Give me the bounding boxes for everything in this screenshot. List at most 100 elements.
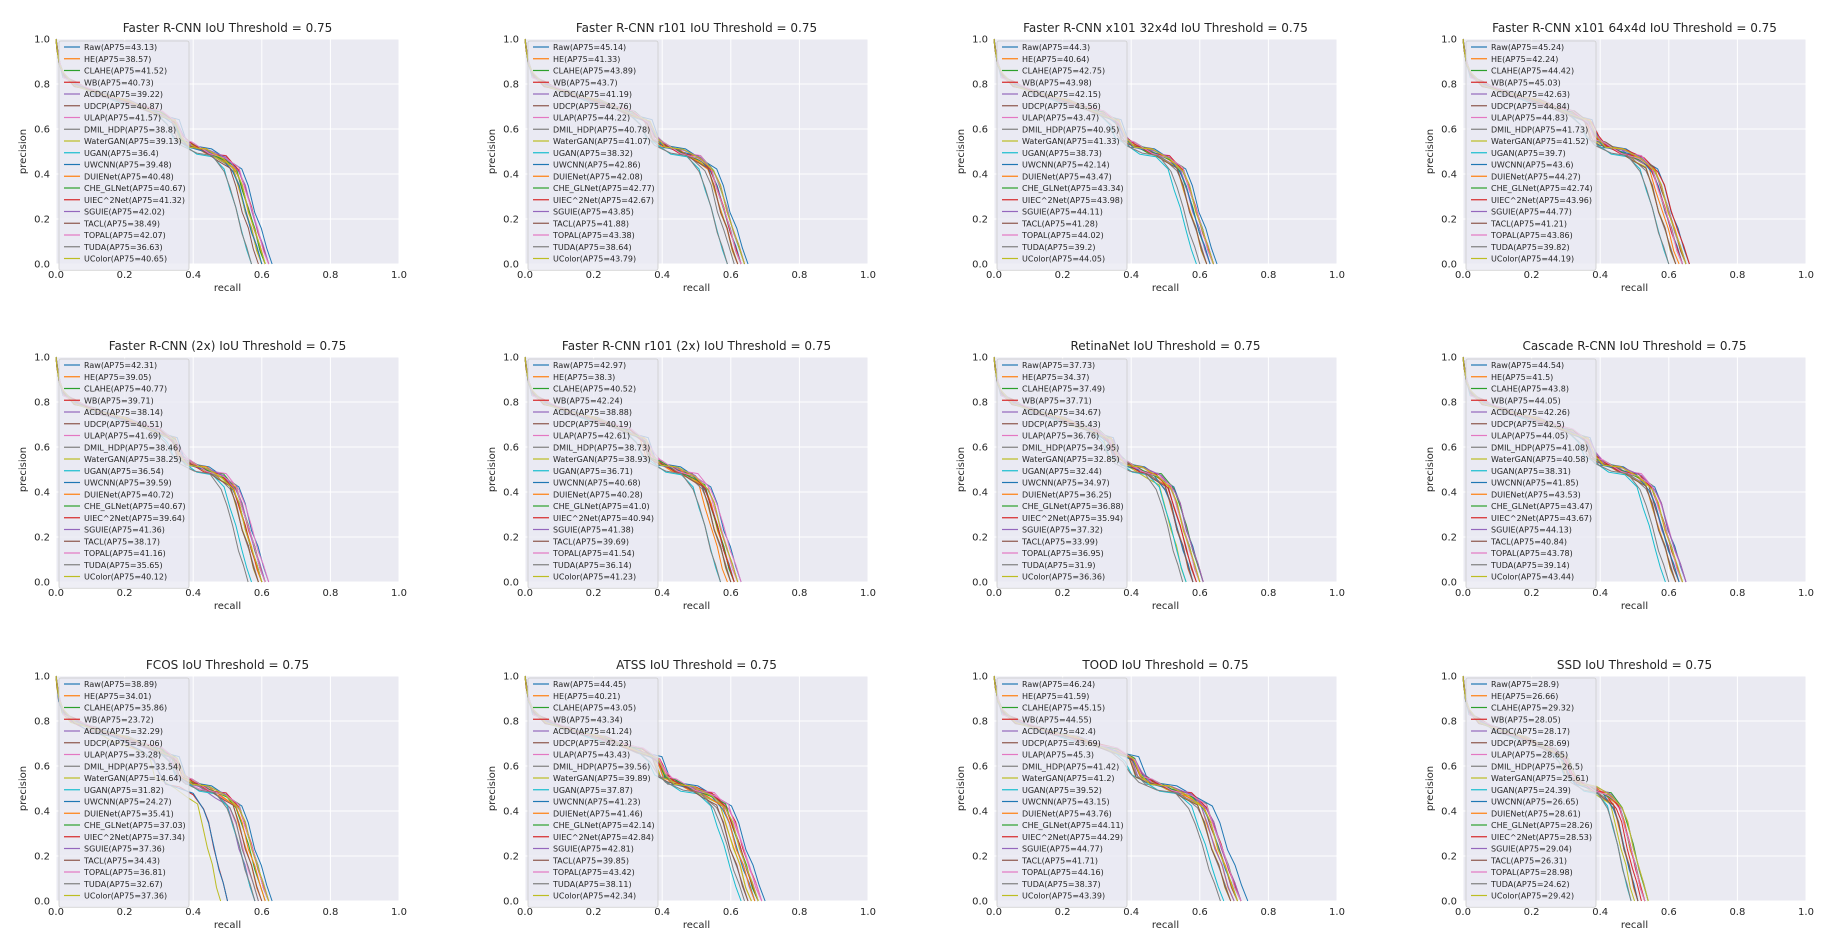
legend-entry: TOPAL(AP75=28.98) [1490, 868, 1573, 877]
y-tick-label: 0.0 [1441, 897, 1457, 908]
legend-entry: UWCNN(AP75=41.23) [553, 798, 641, 807]
y-tick-label: 0.4 [34, 170, 50, 181]
y-tick-label: 0.4 [972, 170, 988, 181]
y-tick-label: 0.4 [34, 488, 50, 499]
legend-entry: WaterGAN(AP75=32.85) [1022, 455, 1120, 464]
legend-entry: UDCP(AP75=42.76) [553, 102, 632, 111]
legend-entry: TOPAL(AP75=36.95) [1021, 549, 1104, 558]
y-tick-label: 0.6 [34, 125, 50, 136]
legend: Raw(AP75=46.24) HE(AP75=41.59) CLAHE(AP75=… [996, 677, 1128, 908]
legend-entry: CHE_GLNet(AP75=40.67) [84, 184, 186, 193]
legend-entry: UWCNN(AP75=41.85) [1491, 479, 1579, 488]
legend-entry: TACL(AP75=26.31) [1490, 856, 1567, 865]
chart-title: ATSS IoU Threshold = 0.75 [616, 658, 777, 672]
legend: Raw(AP75=43.13) HE(AP75=38.57) CLAHE(AP75=… [58, 40, 190, 271]
chart-title: Faster R-CNN x101 64x4d IoU Threshold = … [1492, 21, 1777, 35]
y-axis-label: precision [956, 447, 967, 492]
x-tick-label: 0.0 [48, 907, 64, 918]
legend-entry: UColor(AP75=43.44) [1491, 573, 1574, 582]
x-tick-label: 0.8 [791, 270, 807, 281]
legend-entry: UDCP(AP75=35.43) [1022, 420, 1101, 429]
y-tick-label: 0.6 [503, 762, 519, 773]
legend-entry: ULAP(AP75=33.28) [84, 751, 161, 760]
chart-title: Faster R-CNN (2x) IoU Threshold = 0.75 [109, 339, 347, 353]
legend-entry: CHE_GLNet(AP75=43.47) [1491, 502, 1593, 511]
y-tick-label: 0.6 [1441, 762, 1457, 773]
legend-entry: TUDA(AP75=31.9) [1021, 561, 1095, 570]
y-tick-label: 0.0 [972, 578, 988, 589]
legend-entry: ACDC(AP75=34.67) [1022, 408, 1101, 417]
y-tick-label: 0.6 [34, 443, 50, 454]
legend-entry: TUDA(AP75=38.11) [552, 880, 632, 889]
y-tick-label: 1.0 [34, 353, 50, 364]
x-tick-label: 0.2 [586, 907, 602, 918]
x-tick-label: 0.0 [986, 588, 1002, 599]
legend-entry: TOPAL(AP75=42.07) [83, 231, 166, 240]
x-tick-label: 0.2 [586, 588, 602, 599]
legend-entry: WB(AP75=42.24) [553, 396, 623, 405]
legend-entry: SGUIE(AP75=44.11) [1022, 208, 1103, 217]
legend-entry: UIEC^2Net(AP75=42.67) [553, 196, 654, 205]
legend-entry: DMIL_HDP(AP75=40.95) [1022, 125, 1119, 134]
y-tick-label: 0.6 [503, 443, 519, 454]
legend-entry: CHE_GLNet(AP75=42.14) [553, 821, 655, 830]
legend-entry: SGUIE(AP75=43.85) [553, 208, 634, 217]
x-tick-label: 0.4 [1123, 270, 1139, 281]
y-tick-label: 0.6 [1441, 443, 1457, 454]
legend-entry: HE(AP75=34.01) [84, 692, 151, 701]
legend-entry: ACDC(AP75=42.4) [1022, 727, 1096, 736]
x-tick-label: 0.8 [322, 907, 338, 918]
x-tick-label: 0.4 [654, 588, 670, 599]
legend-entry: DMIL_HDP(AP75=41.42) [1022, 762, 1119, 771]
legend-entry: SGUIE(AP75=37.32) [1022, 526, 1103, 535]
legend-entry: WaterGAN(AP75=40.58) [1491, 455, 1589, 464]
x-tick-label: 0.6 [254, 907, 270, 918]
legend-entry: ULAP(AP75=43.47) [1022, 114, 1099, 123]
x-tick-label: 0.4 [185, 588, 201, 599]
legend-entry: WB(AP75=39.71) [84, 396, 154, 405]
x-tick-label: 0.6 [723, 907, 739, 918]
legend-entry: TACL(AP75=38.17) [83, 537, 160, 546]
legend-entry: UGAN(AP75=36.71) [553, 467, 633, 476]
y-tick-label: 0.2 [1441, 215, 1457, 226]
legend-entry: WaterGAN(AP75=41.2) [1022, 774, 1115, 783]
legend-entry: WB(AP75=45.03) [1491, 78, 1561, 87]
legend-entry: CHE_GLNet(AP75=28.26) [1491, 821, 1593, 830]
y-tick-label: 1.0 [1441, 672, 1457, 683]
y-tick-label: 0.2 [972, 533, 988, 544]
legend-entry: UColor(AP75=43.39) [1022, 892, 1105, 901]
y-axis-label: precision [18, 447, 29, 492]
y-tick-label: 1.0 [972, 672, 988, 683]
legend-entry: UColor(AP75=42.34) [553, 892, 636, 901]
x-tick-label: 0.4 [185, 270, 201, 281]
x-tick-label: 0.8 [1729, 907, 1745, 918]
legend-entry: SGUIE(AP75=37.36) [84, 845, 165, 854]
subplot-11: 0.0 0.2 0.4 0.6 0.8 1.0 0.0 0.2 0.4 0.6 0.8 1.0 TOOD… [956, 658, 1345, 931]
legend-entry: UDCP(AP75=40.87) [84, 102, 163, 111]
legend-entry: UWCNN(AP75=42.14) [1022, 161, 1110, 170]
subplot-10: 0.0 0.2 0.4 0.6 0.8 1.0 0.0 0.2 0.4 0.6 0.8 1.0 ATSS… [487, 658, 876, 931]
x-tick-label: 1.0 [1798, 907, 1814, 918]
x-tick-label: 0.8 [791, 907, 807, 918]
legend-box [527, 358, 659, 589]
legend-entry: UDCP(AP75=28.69) [1491, 739, 1570, 748]
legend-entry: ACDC(AP75=38.88) [553, 408, 632, 417]
x-axis-label: recall [1621, 283, 1648, 294]
legend-entry: ULAP(AP75=41.69) [84, 432, 161, 441]
legend-entry: TACL(AP75=41.88) [552, 219, 629, 228]
y-tick-label: 0.4 [503, 807, 519, 818]
legend-entry: CLAHE(AP75=37.49) [1022, 385, 1105, 394]
y-tick-label: 0.8 [503, 717, 519, 728]
legend-entry: TACL(AP75=41.28) [1021, 219, 1098, 228]
legend-box [527, 40, 659, 271]
legend-box [1465, 40, 1597, 271]
legend-entry: ACDC(AP75=41.19) [553, 90, 632, 99]
chart-title: SSD IoU Threshold = 0.75 [1557, 658, 1712, 672]
x-tick-label: 0.0 [517, 907, 533, 918]
legend-entry: Raw(AP75=42.97) [553, 361, 626, 370]
y-tick-label: 1.0 [972, 353, 988, 364]
legend-entry: TUDA(AP75=24.62) [1490, 880, 1570, 889]
legend-entry: DUIENet(AP75=44.27) [1491, 172, 1581, 181]
x-tick-label: 0.6 [1192, 588, 1208, 599]
